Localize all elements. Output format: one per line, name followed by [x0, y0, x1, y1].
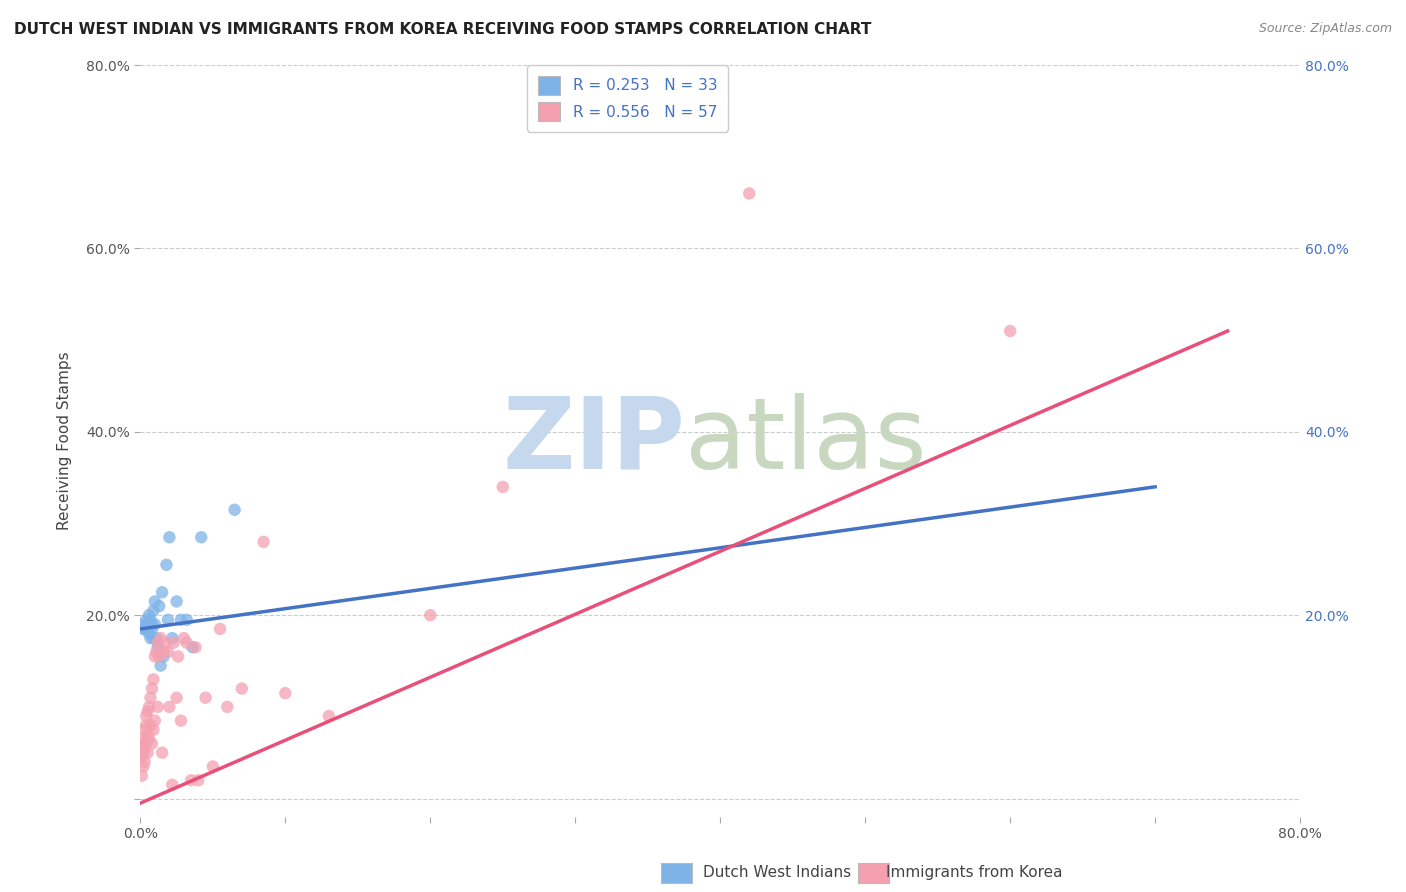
Point [143, 714, 166, 728]
Point [134, 755, 156, 769]
Point [146, 636, 169, 650]
Text: ZIP: ZIP [502, 392, 686, 490]
Text: DUTCH WEST INDIAN VS IMMIGRANTS FROM KOREA RECEIVING FOOD STAMPS CORRELATION CHA: DUTCH WEST INDIAN VS IMMIGRANTS FROM KOR… [14, 22, 872, 37]
Point [145, 645, 167, 659]
Point [143, 594, 166, 608]
Point [135, 737, 157, 751]
Point [274, 686, 297, 700]
Point [136, 746, 159, 760]
Point [141, 737, 163, 751]
Point [162, 631, 184, 645]
Point [166, 690, 188, 705]
Point [131, 617, 153, 632]
Point [149, 631, 172, 645]
Point [134, 723, 156, 737]
Y-axis label: Receiving Food Stamps: Receiving Food Stamps [58, 351, 72, 531]
Point [138, 608, 160, 623]
Point [252, 534, 274, 549]
Text: Immigrants from Korea: Immigrants from Korea [886, 865, 1063, 880]
Point [184, 640, 207, 655]
Point [176, 613, 198, 627]
Point [138, 731, 160, 746]
Point [224, 502, 246, 516]
Point [419, 608, 441, 623]
Point [142, 723, 165, 737]
Point [217, 699, 239, 714]
Point [131, 737, 153, 751]
Point [738, 186, 761, 201]
Point [138, 626, 160, 640]
Point [139, 631, 162, 645]
Point [141, 617, 163, 632]
Point [132, 731, 155, 746]
Point [181, 640, 204, 655]
Point [155, 636, 177, 650]
Point [142, 673, 165, 687]
Point [148, 649, 170, 664]
Point [132, 746, 155, 760]
Point [131, 750, 153, 764]
Point [136, 727, 159, 741]
Text: atlas: atlas [686, 392, 927, 490]
Point [134, 622, 156, 636]
Point [152, 649, 174, 664]
Point [187, 773, 209, 788]
Point [152, 645, 174, 659]
Point [173, 631, 195, 645]
Point [156, 613, 179, 627]
Point [150, 585, 173, 599]
Point [135, 622, 157, 636]
Point [142, 604, 165, 618]
Point [190, 530, 212, 544]
Text: Dutch West Indians: Dutch West Indians [703, 865, 851, 880]
Point [131, 769, 153, 783]
Point [135, 613, 157, 627]
Point [163, 636, 186, 650]
Point [142, 631, 165, 645]
Point [231, 681, 253, 696]
Point [157, 530, 180, 544]
Point [136, 705, 159, 719]
Point [170, 714, 193, 728]
Legend: R = 0.253   N = 33, R = 0.556   N = 57: R = 0.253 N = 33, R = 0.556 N = 57 [527, 65, 728, 131]
Point [138, 699, 160, 714]
Point [132, 622, 155, 636]
Point [135, 709, 157, 723]
Point [145, 631, 167, 645]
Point [162, 778, 184, 792]
Point [209, 622, 232, 636]
Point [141, 681, 163, 696]
Point [156, 645, 179, 659]
Point [135, 718, 157, 732]
Point [141, 622, 163, 636]
Point [136, 622, 159, 636]
Point [139, 613, 162, 627]
Point [180, 773, 202, 788]
Point [157, 699, 180, 714]
Point [166, 594, 188, 608]
Point [167, 649, 190, 664]
Point [998, 324, 1021, 338]
Point [139, 690, 162, 705]
Point [201, 759, 224, 773]
Point [139, 718, 162, 732]
Point [155, 558, 177, 572]
Point [492, 480, 515, 494]
Point [143, 617, 166, 632]
Text: Source: ZipAtlas.com: Source: ZipAtlas.com [1258, 22, 1392, 36]
Point [194, 690, 217, 705]
Point [146, 699, 169, 714]
Point [134, 741, 156, 756]
Point [143, 649, 166, 664]
Point [136, 617, 159, 632]
Point [149, 658, 172, 673]
Point [176, 636, 198, 650]
Point [132, 759, 155, 773]
Point [146, 640, 169, 655]
Point [170, 613, 193, 627]
Point [150, 746, 173, 760]
Point [148, 599, 170, 613]
Point [318, 709, 340, 723]
